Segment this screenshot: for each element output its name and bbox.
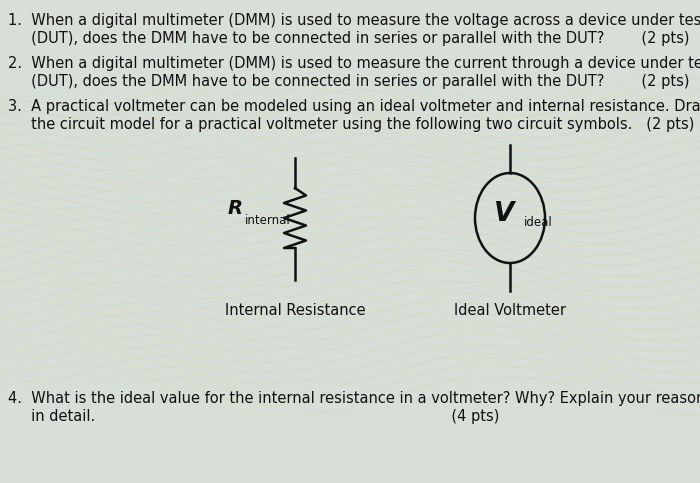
Text: internal: internal	[245, 213, 290, 227]
Text: (DUT), does the DMM have to be connected in series or parallel with the DUT?    : (DUT), does the DMM have to be connected…	[8, 31, 690, 46]
Text: Ideal Voltmeter: Ideal Voltmeter	[454, 303, 566, 318]
Text: the circuit model for a practical voltmeter using the following two circuit symb: the circuit model for a practical voltme…	[8, 117, 694, 132]
Text: Internal Resistance: Internal Resistance	[225, 303, 365, 318]
Text: R: R	[228, 199, 243, 217]
Text: ideal: ideal	[524, 216, 553, 229]
Text: 3.  A practical voltmeter can be modeled using an ideal voltmeter and internal r: 3. A practical voltmeter can be modeled …	[8, 99, 700, 114]
Text: 1.  When a digital multimeter (DMM) is used to measure the voltage across a devi: 1. When a digital multimeter (DMM) is us…	[8, 13, 700, 28]
Text: V: V	[494, 201, 514, 227]
Text: 4.  What is the ideal value for the internal resistance in a voltmeter? Why? Exp: 4. What is the ideal value for the inter…	[8, 391, 700, 406]
Text: in detail.                                                                      : in detail.	[8, 409, 499, 424]
Text: 2.  When a digital multimeter (DMM) is used to measure the current through a dev: 2. When a digital multimeter (DMM) is us…	[8, 56, 700, 71]
Text: (DUT), does the DMM have to be connected in series or parallel with the DUT?    : (DUT), does the DMM have to be connected…	[8, 74, 690, 89]
